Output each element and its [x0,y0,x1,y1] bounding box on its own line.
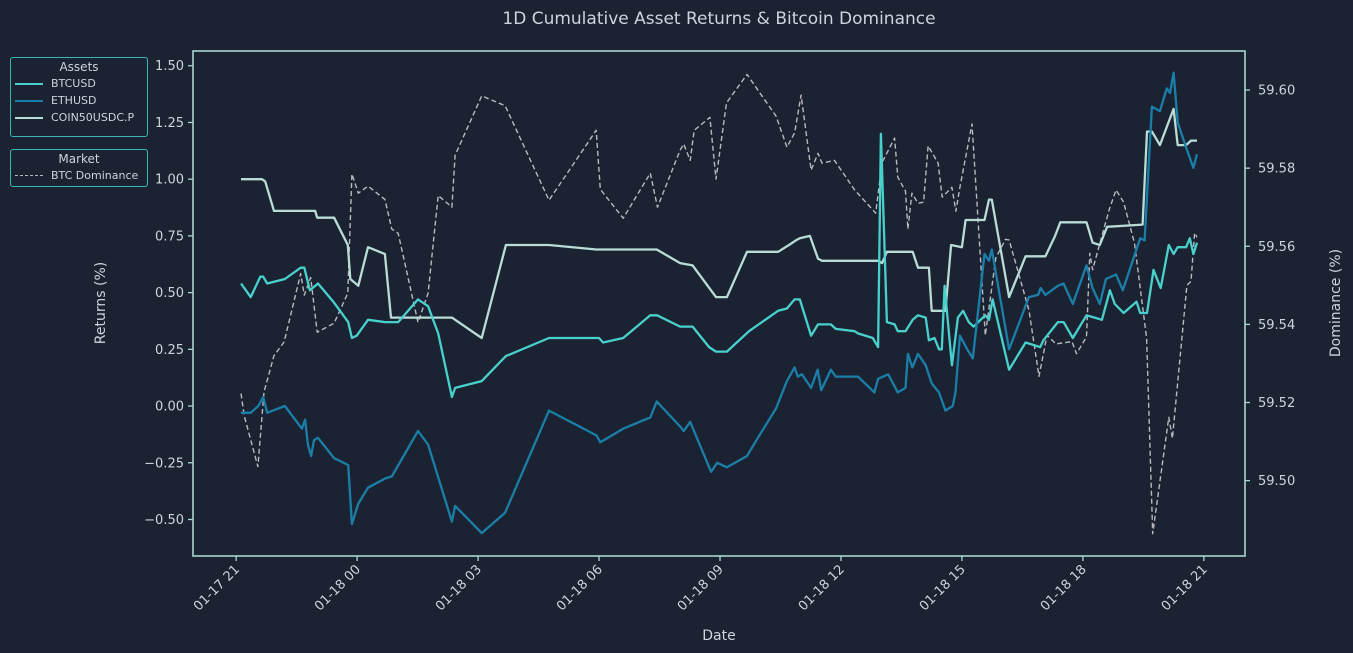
legend-entry-coin50: COIN50USDC.P [11,109,147,126]
y-tick-label-right: 59.54 [1258,318,1295,333]
x-tick-label: 01-18 18 [1038,562,1090,614]
x-tick-label: 01-18 00 [312,562,364,614]
chart-title: 1D Cumulative Asset Returns & Bitcoin Do… [502,9,935,29]
y-tick-label-right: 59.56 [1258,240,1295,255]
x-tick-label: 01-18 15 [917,562,969,614]
y-tick-label-right: 59.50 [1258,474,1295,489]
series-line-btcusd [240,132,1199,399]
legend-market-title: Market [58,152,100,166]
x-tick-label: 01-18 03 [433,562,485,614]
y-tick-label-left: 0.75 [155,229,184,244]
legend-label: ETHUSD [51,94,97,107]
y-tick-label-left: −0.50 [144,513,184,528]
y-tick-label-left: 1.25 [155,116,184,131]
series-line-ethusd [241,71,1199,535]
legend-label: BTCUSD [51,77,96,90]
legend-label: COIN50USDC.P [51,111,135,124]
legend-assets: Assets BTCUSD ETHUSD COIN50USDC.P [10,57,148,137]
y-tick-label-left: 0.00 [155,400,184,415]
y-tick-label-left: 1.00 [155,173,184,188]
legend-entry-ethusd: ETHUSD [11,92,147,109]
y-axis-label-right: Dominance (%) [1328,249,1344,357]
x-tick-label: 01-18 06 [554,562,606,614]
legend-market: Market BTC Dominance [10,149,148,187]
x-tick-label: 01-17 21 [191,562,243,614]
legend-label: BTC Dominance [51,169,139,182]
y-tick-label-right: 59.60 [1258,84,1295,99]
y-tick-label-left: 0.50 [155,286,184,301]
dominance-swatch [15,175,43,176]
y-tick-label-left: −0.25 [144,456,184,471]
x-axis-label: Date [702,628,735,644]
series-line-coin50usdc-p [241,107,1197,340]
legend-entry-btc-dominance: BTC Dominance [11,167,147,184]
series-line-btc-dominance [240,73,1198,535]
plot-frame [192,50,1246,557]
x-tick-label: 01-18 12 [796,562,848,614]
x-tick-label: 01-18 21 [1159,562,1211,614]
legend-assets-title: Assets [59,60,99,74]
x-tick-label: 01-18 09 [675,562,727,614]
y-tick-label-right: 59.52 [1258,396,1295,411]
y-tick-label-right: 59.58 [1258,162,1295,177]
y-tick-label-left: 0.25 [155,343,184,358]
y-tick-label-left: 1.50 [155,59,184,74]
ethusd-swatch [15,99,43,102]
y-axis-label-left: Returns (%) [93,262,109,344]
btcusd-swatch [15,82,43,85]
legend-entry-btcusd: BTCUSD [11,75,147,92]
coin50-swatch [15,116,43,119]
